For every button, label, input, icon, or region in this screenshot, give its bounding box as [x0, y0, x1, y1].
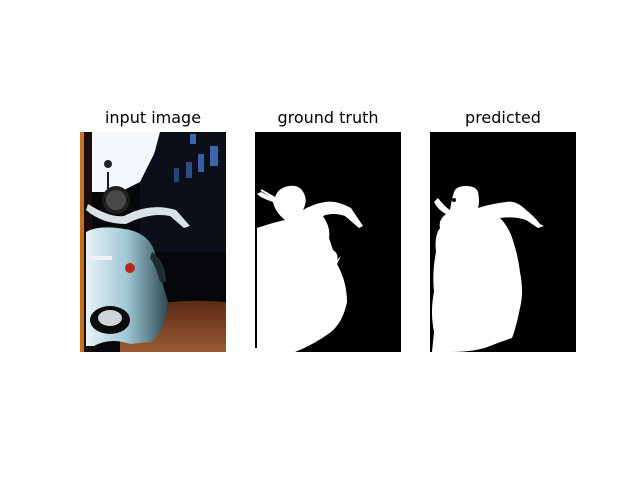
panel-title-ground-truth: ground truth	[277, 108, 379, 127]
scooter-headlight	[106, 190, 126, 210]
ground-truth-panel	[255, 132, 401, 352]
window	[198, 154, 204, 172]
lamp-head	[104, 160, 112, 168]
predicted-mask	[430, 132, 576, 352]
left-wall	[80, 132, 84, 352]
window	[186, 162, 192, 178]
window	[210, 146, 218, 166]
scooter-wheel-hub	[98, 310, 122, 326]
building	[140, 132, 226, 252]
mask-foreground	[432, 186, 544, 352]
mask-foreground-edge	[255, 348, 273, 352]
panel-title-predicted: predicted	[465, 108, 541, 127]
window	[174, 168, 179, 182]
scooter-handlebar	[86, 204, 190, 228]
ground-truth-mask	[255, 132, 401, 352]
window	[190, 134, 196, 144]
lamp-post	[107, 172, 109, 196]
predicted-panel	[430, 132, 576, 352]
mask-foreground-line	[260, 189, 276, 199]
input-image	[80, 132, 226, 352]
scooter-side	[150, 252, 166, 282]
scooter-chrome-strip	[90, 256, 112, 260]
panel-title-input-image: input image	[104, 108, 202, 127]
scooter-taillight	[125, 263, 135, 273]
mask-foreground	[257, 185, 363, 352]
input-image-panel	[80, 132, 226, 352]
mask-hole	[452, 198, 456, 202]
